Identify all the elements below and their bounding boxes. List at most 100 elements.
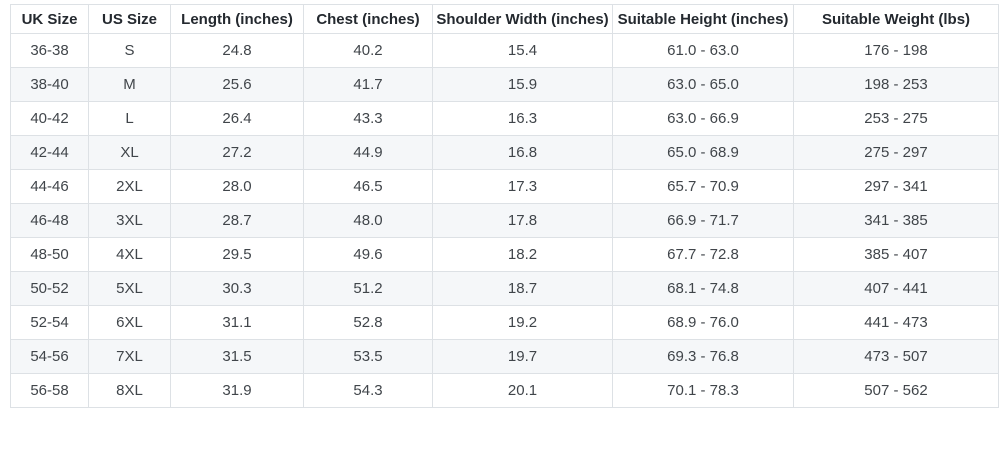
table-cell: 15.4 (432, 33, 613, 68)
table-cell: 176 - 198 (793, 33, 999, 68)
table-cell: 36-38 (10, 33, 89, 68)
table-cell: 31.9 (170, 373, 304, 408)
table-cell: 41.7 (303, 67, 433, 102)
table-cell: 19.7 (432, 339, 613, 374)
column-header-suitable-weight-lbs: Suitable Weight (lbs) (793, 4, 999, 34)
column-header-length-inches: Length (inches) (170, 4, 304, 34)
table-header-row: UK Size US Size Length (inches) Chest (inch… (10, 4, 999, 34)
table-cell: 8XL (88, 373, 171, 408)
table-row: 52-54 6XL 31.1 52.8 19.2 68.9 - 76.0 441 - 473 (10, 305, 999, 340)
table-cell: 441 - 473 (793, 305, 999, 340)
table-cell: 341 - 385 (793, 203, 999, 238)
table-header: UK Size US Size Length (inches) Chest (inch… (10, 4, 999, 34)
table-cell: 61.0 - 63.0 (612, 33, 794, 68)
table-cell: 15.9 (432, 67, 613, 102)
table-row: 54-56 7XL 31.5 53.5 19.7 69.3 - 76.8 473 - 507 (10, 339, 999, 374)
table-row: 40-42 L 26.4 43.3 16.3 63.0 - 66.9 253 - 275 (10, 101, 999, 136)
table-cell: 52-54 (10, 305, 89, 340)
table-cell: 54-56 (10, 339, 89, 374)
table-cell: 253 - 275 (793, 101, 999, 136)
table-cell: 67.7 - 72.8 (612, 237, 794, 272)
table-cell: 17.8 (432, 203, 613, 238)
column-header-uk-size: UK Size (10, 4, 89, 34)
table-cell: 46.5 (303, 169, 433, 204)
table-cell: S (88, 33, 171, 68)
table-cell: 18.2 (432, 237, 613, 272)
table-cell: 27.2 (170, 135, 304, 170)
table-cell: 50-52 (10, 271, 89, 306)
size-chart-table: UK Size US Size Length (inches) Chest (inch… (10, 4, 999, 408)
table-cell: 43.3 (303, 101, 433, 136)
table-cell: 49.6 (303, 237, 433, 272)
table-row: 44-46 2XL 28.0 46.5 17.3 65.7 - 70.9 297 - 341 (10, 169, 999, 204)
table-cell: 38-40 (10, 67, 89, 102)
table-cell: 31.1 (170, 305, 304, 340)
table-row: 46-48 3XL 28.7 48.0 17.8 66.9 - 71.7 341 - 385 (10, 203, 999, 238)
table-cell: 2XL (88, 169, 171, 204)
table-cell: 65.0 - 68.9 (612, 135, 794, 170)
table-cell: 54.3 (303, 373, 433, 408)
table-row: 50-52 5XL 30.3 51.2 18.7 68.1 - 74.8 407 - 441 (10, 271, 999, 306)
table-cell: 68.1 - 74.8 (612, 271, 794, 306)
table-cell: 44.9 (303, 135, 433, 170)
table-row: 56-58 8XL 31.9 54.3 20.1 70.1 - 78.3 507 - 562 (10, 373, 999, 408)
table-cell: 70.1 - 78.3 (612, 373, 794, 408)
table-row: 48-50 4XL 29.5 49.6 18.2 67.7 - 72.8 385 - 407 (10, 237, 999, 272)
table-cell: 25.6 (170, 67, 304, 102)
table-cell: 42-44 (10, 135, 89, 170)
table-cell: L (88, 101, 171, 136)
table-cell: 19.2 (432, 305, 613, 340)
table-cell: 7XL (88, 339, 171, 374)
table-cell: 275 - 297 (793, 135, 999, 170)
table-cell: 385 - 407 (793, 237, 999, 272)
table-cell: 63.0 - 65.0 (612, 67, 794, 102)
table-cell: 297 - 341 (793, 169, 999, 204)
column-header-us-size: US Size (88, 4, 171, 34)
table-cell: 473 - 507 (793, 339, 999, 374)
table-cell: 18.7 (432, 271, 613, 306)
table-cell: 40.2 (303, 33, 433, 68)
table-cell: M (88, 67, 171, 102)
table-cell: 51.2 (303, 271, 433, 306)
table-cell: XL (88, 135, 171, 170)
table-cell: 16.8 (432, 135, 613, 170)
column-header-suitable-height-inches: Suitable Height (inches) (612, 4, 794, 34)
table-cell: 24.8 (170, 33, 304, 68)
table-cell: 29.5 (170, 237, 304, 272)
table-cell: 4XL (88, 237, 171, 272)
column-header-chest-inches: Chest (inches) (303, 4, 433, 34)
table-cell: 40-42 (10, 101, 89, 136)
table-cell: 6XL (88, 305, 171, 340)
table-cell: 48.0 (303, 203, 433, 238)
table-cell: 5XL (88, 271, 171, 306)
table-cell: 46-48 (10, 203, 89, 238)
table-cell: 68.9 - 76.0 (612, 305, 794, 340)
table-cell: 63.0 - 66.9 (612, 101, 794, 136)
table-cell: 16.3 (432, 101, 613, 136)
table-cell: 507 - 562 (793, 373, 999, 408)
table-row: 42-44 XL 27.2 44.9 16.8 65.0 - 68.9 275 - 297 (10, 135, 999, 170)
table-cell: 31.5 (170, 339, 304, 374)
table-cell: 3XL (88, 203, 171, 238)
table-body: 36-38 S 24.8 40.2 15.4 61.0 - 63.0 176 - 198 38… (10, 33, 999, 408)
column-header-shoulder-width-inches: Shoulder Width (inches) (432, 4, 613, 34)
table-cell: 66.9 - 71.7 (612, 203, 794, 238)
table-cell: 30.3 (170, 271, 304, 306)
table-cell: 17.3 (432, 169, 613, 204)
table-cell: 26.4 (170, 101, 304, 136)
table-cell: 198 - 253 (793, 67, 999, 102)
table-cell: 28.0 (170, 169, 304, 204)
table-cell: 48-50 (10, 237, 89, 272)
table-cell: 69.3 - 76.8 (612, 339, 794, 374)
table-cell: 52.8 (303, 305, 433, 340)
table-cell: 28.7 (170, 203, 304, 238)
table-cell: 65.7 - 70.9 (612, 169, 794, 204)
size-chart-container: UK Size US Size Length (inches) Chest (inch… (10, 4, 999, 408)
table-cell: 407 - 441 (793, 271, 999, 306)
table-cell: 56-58 (10, 373, 89, 408)
table-row: 38-40 M 25.6 41.7 15.9 63.0 - 65.0 198 - 253 (10, 67, 999, 102)
table-row: 36-38 S 24.8 40.2 15.4 61.0 - 63.0 176 - 198 (10, 33, 999, 68)
table-cell: 53.5 (303, 339, 433, 374)
table-cell: 20.1 (432, 373, 613, 408)
table-cell: 44-46 (10, 169, 89, 204)
